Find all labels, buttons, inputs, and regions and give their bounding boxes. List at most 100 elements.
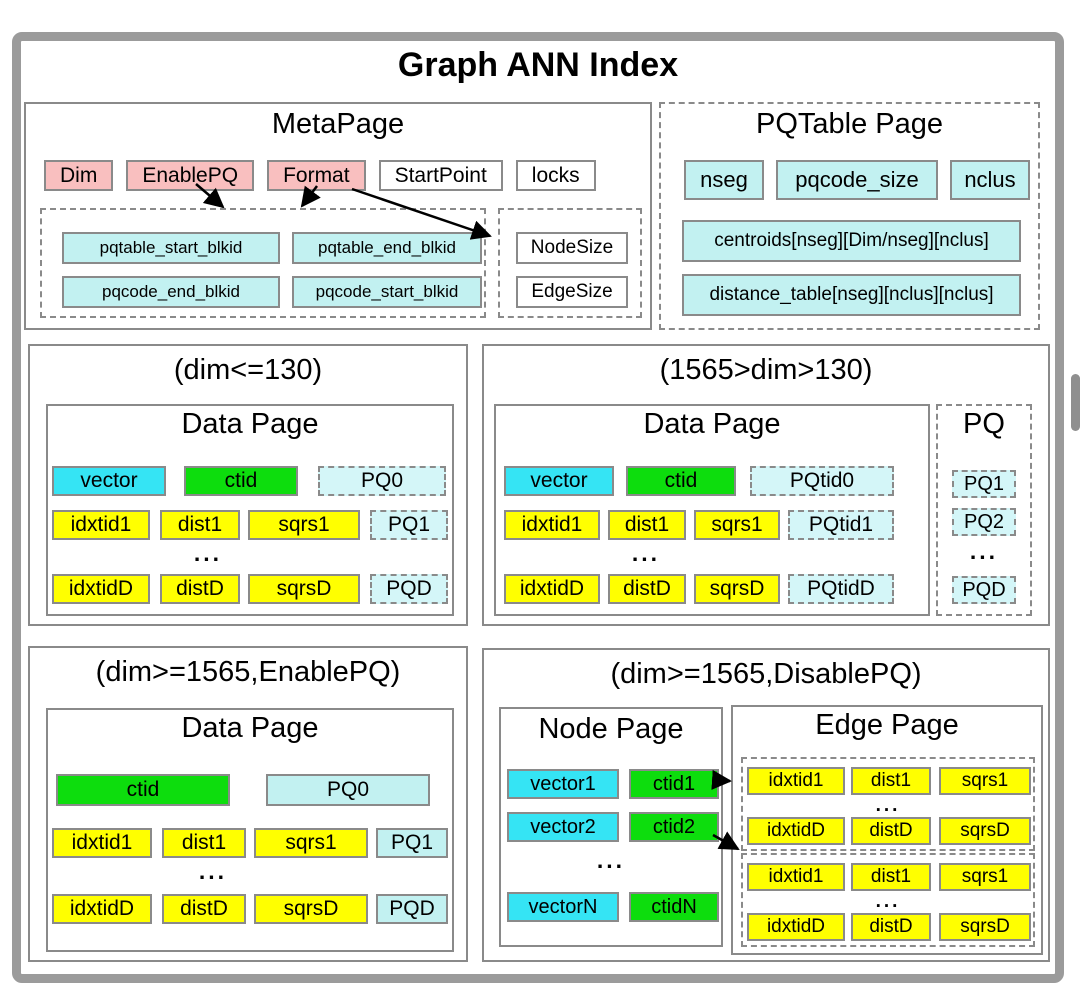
dim-small-cell-vector: vector [52,466,166,496]
dim-large-enablepq-cell-dist1: dist1 [162,828,246,858]
edge1-cell-idxtidD: idxtidD [747,817,845,845]
node-page-box: Node Page vector1 ctid1 vector2 ctid2 ..… [499,707,723,947]
dim-large-enablepq-condition: (dim>=1565,EnablePQ) [95,656,401,688]
pqtable-field-distance-table: distance_table[nseg][nclus][nclus] [682,274,1021,316]
dim-small-cell-sqrs1: sqrs1 [248,510,360,540]
edge1-cell-idxtid1: idxtid1 [747,767,845,795]
edge-page-box: Edge Page idxtid1 dist1 sqrs1 ... idxtid… [731,705,1043,955]
dim-large-disablepq-condition: (dim>=1565,DisablePQ) [610,658,922,690]
node-page-cell-vectorN: vectorN [507,892,619,922]
dim-large-enablepq-data-page: Data Page ctid PQ0 idxtid1 dist1 sqrs1 P… [46,708,454,952]
dim-large-enablepq-box: (dim>=1565,EnablePQ) Data Page ctid PQ0 … [28,646,468,962]
metapage-field-enablepq: EnablePQ [126,160,255,191]
metapage-size-group: NodeSize EdgeSize [498,208,642,318]
dim-small-data-page-title: Data Page [181,408,319,440]
metapage-field-pqcode-end-blkid: pqcode_end_blkid [62,276,280,308]
node-page-cell-vector1: vector1 [507,769,619,799]
metapage-field-pqtable-start-blkid: pqtable_start_blkid [62,232,280,264]
edge-page-block-1: idxtid1 dist1 sqrs1 ... idxtidD distD sq… [741,757,1035,851]
node-page-cell-ctid1: ctid1 [629,769,719,799]
dim-mid-cell-vector: vector [504,466,614,496]
dim-small-cell-distD: distD [160,574,240,604]
metapage-field-pqtable-end-blkid: pqtable_end_blkid [292,232,482,264]
dim-small-data-page: Data Page vector ctid PQ0 idxtid1 dist1 … [46,404,454,616]
dim-small-cell-sqrsD: sqrsD [248,574,360,604]
dim-small-ellipsis: ... [193,540,223,566]
dim-mid-cell-sqrsD: sqrsD [694,574,780,604]
dim-mid-cell-dist1: dist1 [608,510,686,540]
metapage-fields-row: Dim EnablePQ Format StartPoint locks [44,160,596,191]
node-page-cell-ctid2: ctid2 [629,812,719,842]
dim-mid-data-page-title: Data Page [643,408,781,440]
dim-mid-cell-ctid: ctid [626,466,736,496]
dim-small-cell-ctid: ctid [184,466,298,496]
dim-large-enablepq-cell-ctid: ctid [56,774,230,806]
dim-large-enablepq-cell-distD: distD [162,894,246,924]
dim-mid-cell-distD: distD [608,574,686,604]
edge-page-title: Edge Page [815,709,959,741]
edge1-ellipsis: ... [875,795,901,816]
edge1-cell-sqrs1: sqrs1 [939,767,1031,795]
dim-mid-condition: (1565>dim>130) [659,354,873,386]
metapage-title: MetaPage [271,108,405,140]
dim-large-disablepq-box: (dim>=1565,DisablePQ) Node Page vector1 … [482,648,1050,962]
dim-large-enablepq-cell-pq1: PQ1 [376,828,448,858]
edge2-cell-dist1: dist1 [851,863,931,891]
dim-mid-cell-pqtid1: PQtid1 [788,510,894,540]
dim-small-cell-idxtidD: idxtidD [52,574,150,604]
edge2-cell-sqrs1: sqrs1 [939,863,1031,891]
dim-mid-cell-sqrs1: sqrs1 [694,510,780,540]
dim-mid-pq-column-pq2: PQ2 [952,508,1016,536]
metapage-field-dim: Dim [44,160,114,191]
metapage-field-nodesize: NodeSize [516,232,628,264]
dim-small-condition: (dim<=130) [173,354,323,386]
diagram-title: Graph ANN Index [397,46,679,84]
metapage-field-locks: locks [515,160,596,191]
dim-mid-ellipsis: ... [631,540,661,566]
dim-small-cell-pq1: PQ1 [370,510,448,540]
dim-mid-cell-idxtidD: idxtidD [504,574,600,604]
dim-small-cell-dist1: dist1 [160,510,240,540]
dim-mid-pq-column-pq1: PQ1 [952,470,1016,498]
node-page-cell-vector2: vector2 [507,812,619,842]
dim-large-enablepq-cell-sqrs1: sqrs1 [254,828,368,858]
dim-large-enablepq-cell-pq0: PQ0 [266,774,430,806]
dim-small-cell-pq0: PQ0 [318,466,446,496]
dim-small-cell-idxtid1: idxtid1 [52,510,150,540]
dim-mid-pq-column-title: PQ [963,408,1005,440]
edge2-cell-idxtidD: idxtidD [747,913,845,941]
dim-small-cell-pqD: PQD [370,574,448,604]
dim-mid-data-page: Data Page vector ctid PQtid0 idxtid1 dis… [494,404,930,616]
edge1-cell-distD: distD [851,817,931,845]
edge2-cell-idxtid1: idxtid1 [747,863,845,891]
dim-mid-cell-pqtidD: PQtidD [788,574,894,604]
dim-mid-cell-pqtid0: PQtid0 [750,466,894,496]
metapage-pq-blkid-group: pqtable_start_blkid pqtable_end_blkid pq… [40,208,486,318]
edge2-ellipsis: ... [875,891,901,912]
dim-mid-box: (1565>dim>130) Data Page vector ctid PQt… [482,344,1050,626]
dim-small-box: (dim<=130) Data Page vector ctid PQ0 idx… [28,344,468,626]
metapage-field-format: Format [267,160,366,191]
dim-mid-pq-column-pqD: PQD [952,576,1016,604]
dim-large-enablepq-cell-idxtidD: idxtidD [52,894,152,924]
dim-mid-cell-idxtid1: idxtid1 [504,510,600,540]
edge2-cell-sqrsD: sqrsD [939,913,1031,941]
pqtable-field-nclus: nclus [950,160,1030,200]
dim-large-enablepq-cell-sqrsD: sqrsD [254,894,368,924]
scrollbar-thumb[interactable] [1071,374,1080,431]
edge2-cell-distD: distD [851,913,931,941]
pqtable-field-nseg: nseg [684,160,764,200]
node-page-cell-ctidN: ctidN [629,892,719,922]
metapage-field-pqcode-start-blkid: pqcode_start_blkid [292,276,482,308]
dim-mid-pq-column: PQ PQ1 PQ2 ... PQD [936,404,1032,616]
edge1-cell-dist1: dist1 [851,767,931,795]
dim-large-enablepq-data-page-title: Data Page [181,712,319,744]
pqtable-page-title: PQTable Page [755,108,943,140]
pqtable-field-pqcode-size: pqcode_size [776,160,938,200]
dim-large-enablepq-ellipsis: ... [198,858,228,884]
node-page-title: Node Page [538,713,684,745]
edge1-cell-sqrsD: sqrsD [939,817,1031,845]
pqtable-page-box: PQTable Page nseg pqcode_size nclus cent… [659,102,1040,330]
dim-mid-pq-column-ellipsis: ... [969,538,999,564]
